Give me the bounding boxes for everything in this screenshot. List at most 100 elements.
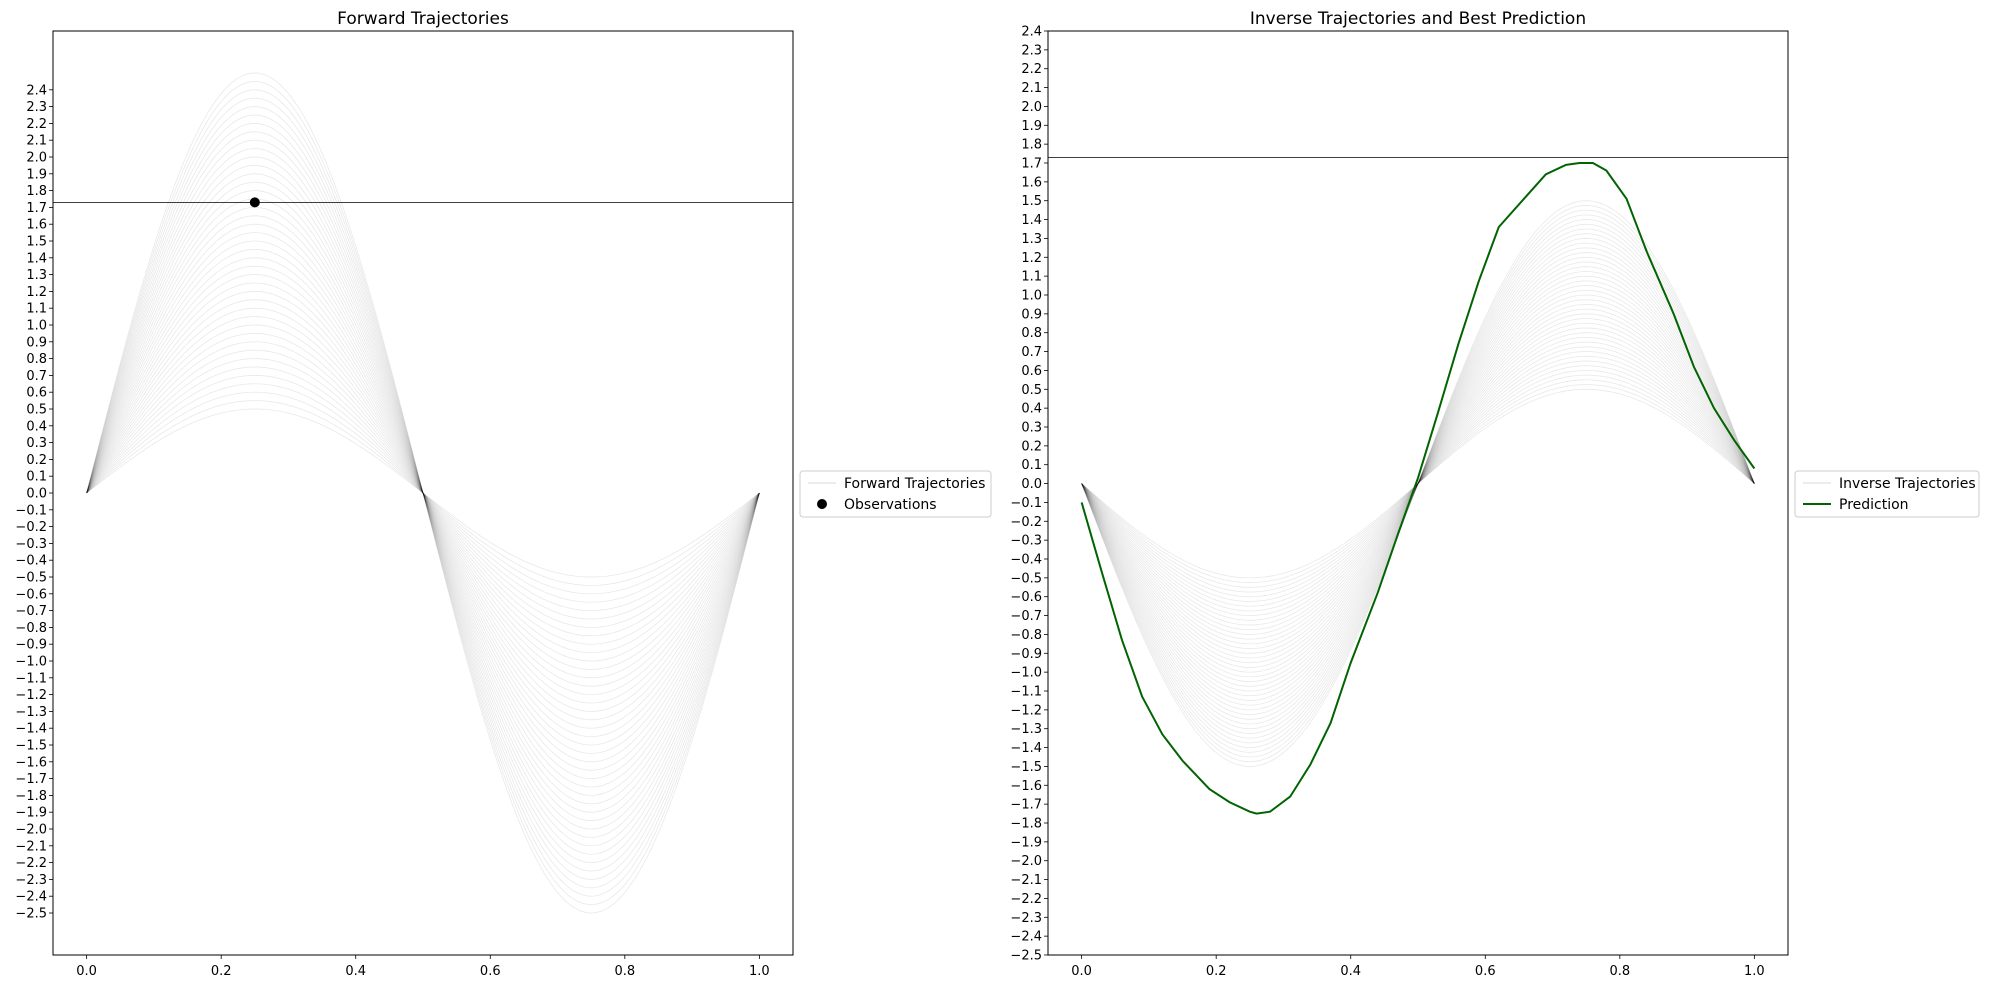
inverse-trajectory-line: [1081, 247, 1755, 720]
inverse-trajectory-line: [1081, 271, 1755, 697]
y-tick-label: −1.7: [1010, 798, 1042, 813]
y-tick-label: −0.2: [1010, 515, 1042, 530]
inverse-plot-frame: [1047, 30, 1789, 956]
y-tick-label: −1.6: [15, 755, 47, 770]
y-tick-label: −0.4: [1010, 553, 1042, 568]
y-tick-label: 2.2: [26, 117, 47, 132]
y-tick-label: −1.4: [1010, 741, 1042, 756]
y-tick-label: 0.0: [1021, 477, 1042, 492]
forward-trajectory-line: [86, 232, 760, 754]
forward-trajectory-line: [86, 122, 760, 864]
y-tick-label: 1.0: [1021, 289, 1042, 304]
y-tick-label: −0.6: [15, 587, 47, 602]
forward-trajectory-line: [86, 307, 760, 679]
y-tick-label: −0.1: [1010, 496, 1042, 511]
forward-trajectory-line: [86, 97, 760, 889]
forward-trajectory-line: [86, 383, 760, 603]
forward-trajectory-line: [86, 223, 760, 763]
forward-trajectory-line: [86, 324, 760, 662]
inverse-trajectory-line: [1081, 299, 1755, 668]
y-tick-label: −0.9: [1010, 647, 1042, 662]
forward-trajectory-line: [86, 316, 760, 670]
y-tick-label: −2.3: [15, 873, 47, 888]
prediction-line: [1080, 162, 1756, 815]
inverse-trajectory-line: [1081, 360, 1755, 607]
x-tick-label: 0.8: [614, 964, 635, 979]
y-tick-label: −1.0: [15, 655, 47, 670]
y-tick-label: −1.5: [15, 739, 47, 754]
y-tick-label: −0.7: [1010, 609, 1042, 624]
inverse-trajectory-line: [1081, 219, 1755, 748]
y-tick-label: −2.2: [1010, 892, 1042, 907]
y-tick-label: 2.0: [26, 151, 47, 166]
inverse-trajectories-panel: Inverse Trajectories and Best Prediction…: [1010, 9, 1980, 979]
forward-trajectory-line: [86, 190, 760, 796]
forward-plot-frame: [52, 30, 794, 956]
y-tick-label: −1.0: [1010, 666, 1042, 681]
y-tick-label: 0.4: [26, 419, 47, 434]
forward-y-axis-ticks: −2.5 −2.4 −2.3 −2.2 −2.1−2.0 −1.9 −1.8 −1.7 −1.6…: [15, 83, 53, 922]
inverse-trajectory-line: [1081, 242, 1755, 725]
y-tick-label: 1.8: [1021, 138, 1042, 153]
inverse-trajectory-line: [1081, 355, 1755, 612]
y-tick-label: −0.4: [15, 554, 47, 569]
forward-trajectory-line: [86, 89, 760, 897]
inverse-legend-label-trajectories: Inverse Trajectories: [1839, 476, 1976, 492]
inverse-trajectory-line: [1081, 228, 1755, 739]
y-tick-label: 1.3: [1021, 232, 1042, 247]
y-tick-label: −0.3: [15, 537, 47, 552]
y-tick-label: −0.3: [1010, 534, 1042, 549]
inverse-trajectory-line: [1081, 275, 1755, 692]
y-tick-label: 1.9: [26, 167, 47, 182]
y-tick-label: 1.2: [26, 285, 47, 300]
forward-trajectory-line: [86, 257, 760, 729]
y-tick-label: −0.5: [15, 571, 47, 586]
y-tick-label: −0.8: [1010, 628, 1042, 643]
forward-trajectory-line: [86, 366, 760, 620]
forward-trajectory-line: [86, 164, 760, 822]
forward-trajectory-line: [86, 72, 760, 914]
forward-trajectory-line: [86, 332, 760, 654]
forward-trajectory-line: [86, 173, 760, 813]
forward-trajectory-line: [86, 374, 760, 612]
y-tick-label: 0.2: [26, 453, 47, 468]
x-tick-label: 1.0: [749, 964, 770, 979]
y-tick-label: −2.3: [1010, 911, 1042, 926]
forward-trajectory-line: [86, 408, 760, 578]
inverse-trajectory-line: [1081, 313, 1755, 654]
y-tick-label: −2.5: [15, 907, 47, 922]
y-tick-label: 0.8: [26, 352, 47, 367]
y-tick-label: 0.2: [1021, 439, 1042, 454]
forward-trajectory-line: [86, 358, 760, 628]
forward-trajectory-line: [86, 181, 760, 805]
y-tick-label: 2.1: [1021, 81, 1042, 96]
x-tick-label: 0.0: [1071, 964, 1092, 979]
y-tick-label: 1.3: [26, 268, 47, 283]
inverse-trajectories-group: [1081, 200, 1755, 767]
y-tick-label: 1.7: [1021, 157, 1042, 172]
inverse-trajectory-line: [1081, 261, 1755, 706]
y-tick-label: 1.0: [26, 319, 47, 334]
y-tick-label: −0.2: [15, 520, 47, 535]
y-tick-label: −1.9: [1010, 835, 1042, 850]
y-tick-label: 2.4: [26, 83, 47, 98]
x-tick-label: 0.6: [480, 964, 501, 979]
forward-trajectory-line: [86, 265, 760, 721]
y-tick-label: −1.2: [1010, 703, 1042, 718]
inverse-trajectory-line: [1081, 346, 1755, 621]
forward-trajectory-line: [86, 248, 760, 738]
y-tick-label: 1.6: [26, 218, 47, 233]
y-tick-label: −0.6: [1010, 590, 1042, 605]
inverse-legend-box: [1794, 470, 1980, 518]
forward-trajectory-line: [86, 240, 760, 746]
y-tick-label: 2.3: [26, 100, 47, 115]
inverse-trajectory-line: [1081, 285, 1755, 682]
inverse-trajectory-line: [1081, 318, 1755, 649]
y-tick-label: −2.4: [1010, 930, 1042, 945]
y-tick-label: 0.7: [26, 369, 47, 384]
inverse-trajectory-line: [1081, 332, 1755, 635]
observation-point: [249, 197, 260, 208]
y-tick-label: 0.1: [26, 470, 47, 485]
y-tick-label: −2.0: [15, 823, 47, 838]
forward-trajectory-line: [86, 391, 760, 595]
